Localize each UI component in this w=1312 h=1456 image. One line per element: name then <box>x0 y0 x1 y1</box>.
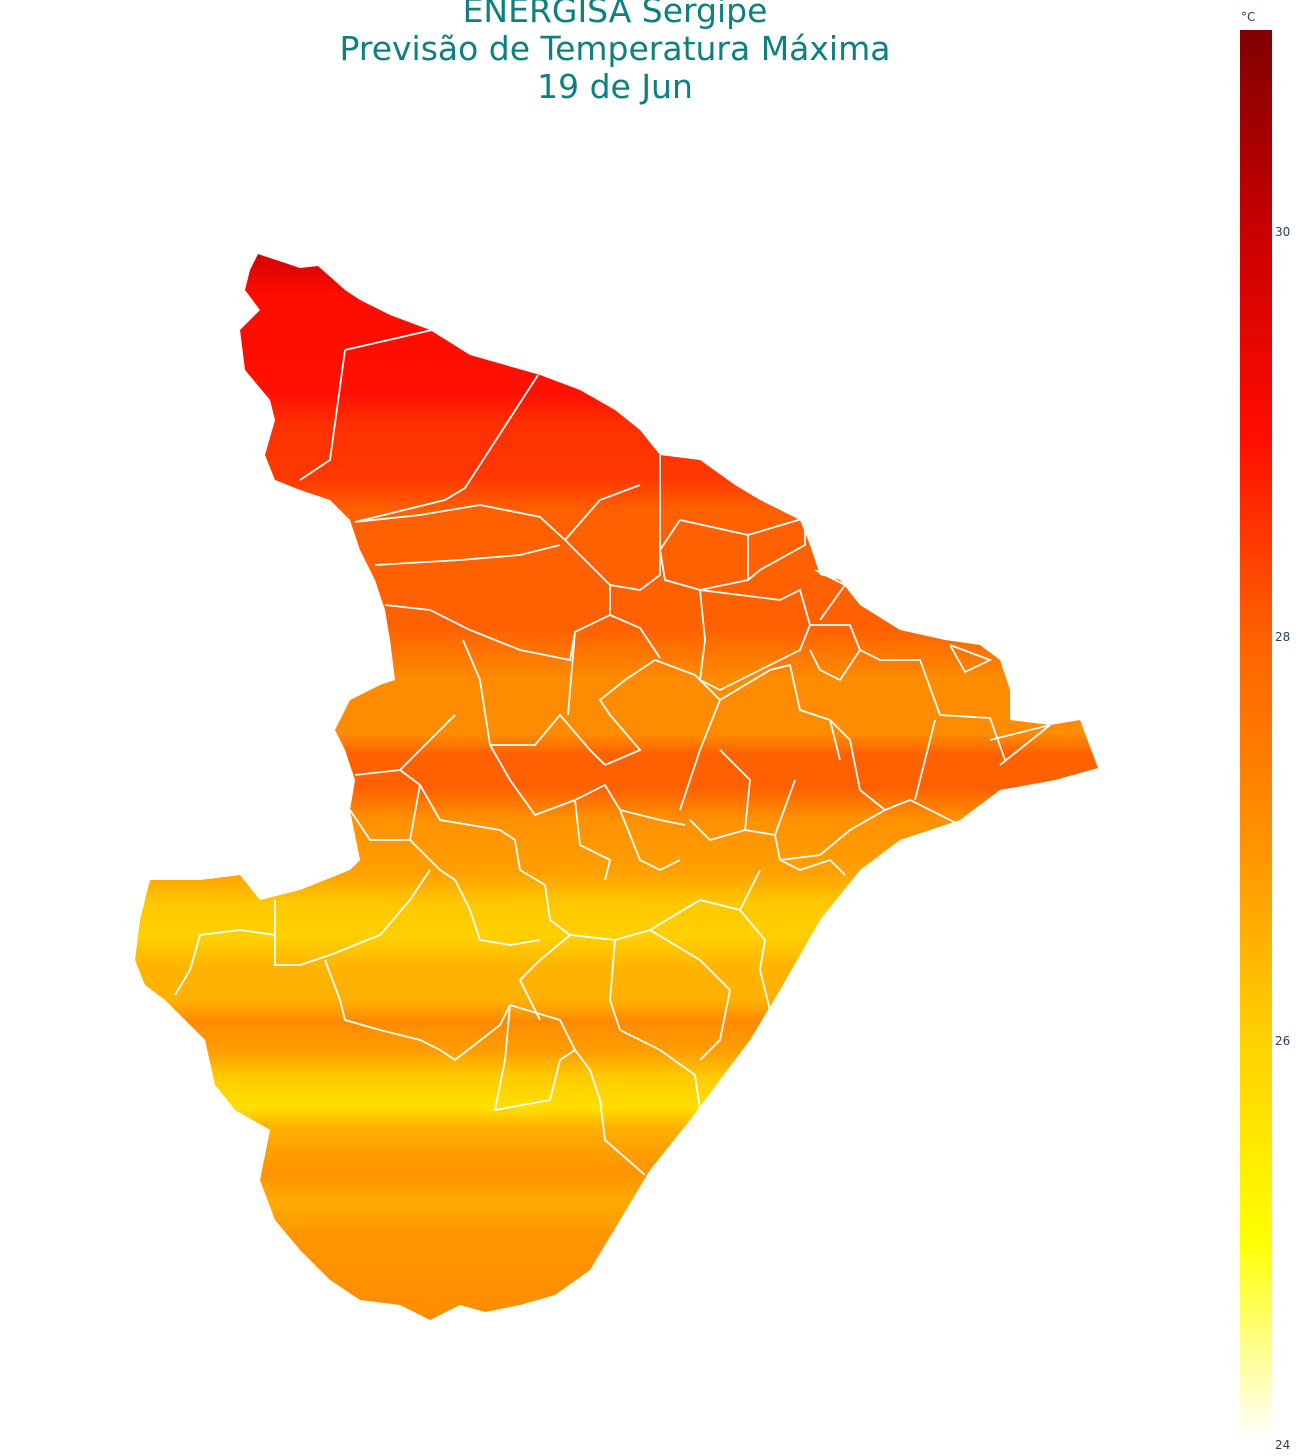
colorbar-unit: °C <box>1241 10 1256 24</box>
municipality-borders <box>174 329 1051 1176</box>
title-line-3: 19 de Jun <box>537 67 693 106</box>
colorbar <box>1240 30 1272 1440</box>
colorbar-tick-26: 26 <box>1275 1034 1291 1048</box>
sergipe-state-shape <box>135 254 1098 1320</box>
title-line-1: ENERGISA Sergipe <box>462 0 768 30</box>
colorbar-tick-30: 30 <box>1275 225 1291 239</box>
colorbar-tick-24: 24 <box>1275 1438 1291 1452</box>
colorbar-tick-28: 28 <box>1275 630 1291 644</box>
title-line-2: Previsão de Temperatura Máxima <box>339 29 891 68</box>
chart-title: ENERGISA Sergipe Previsão de Temperatura… <box>315 0 915 106</box>
